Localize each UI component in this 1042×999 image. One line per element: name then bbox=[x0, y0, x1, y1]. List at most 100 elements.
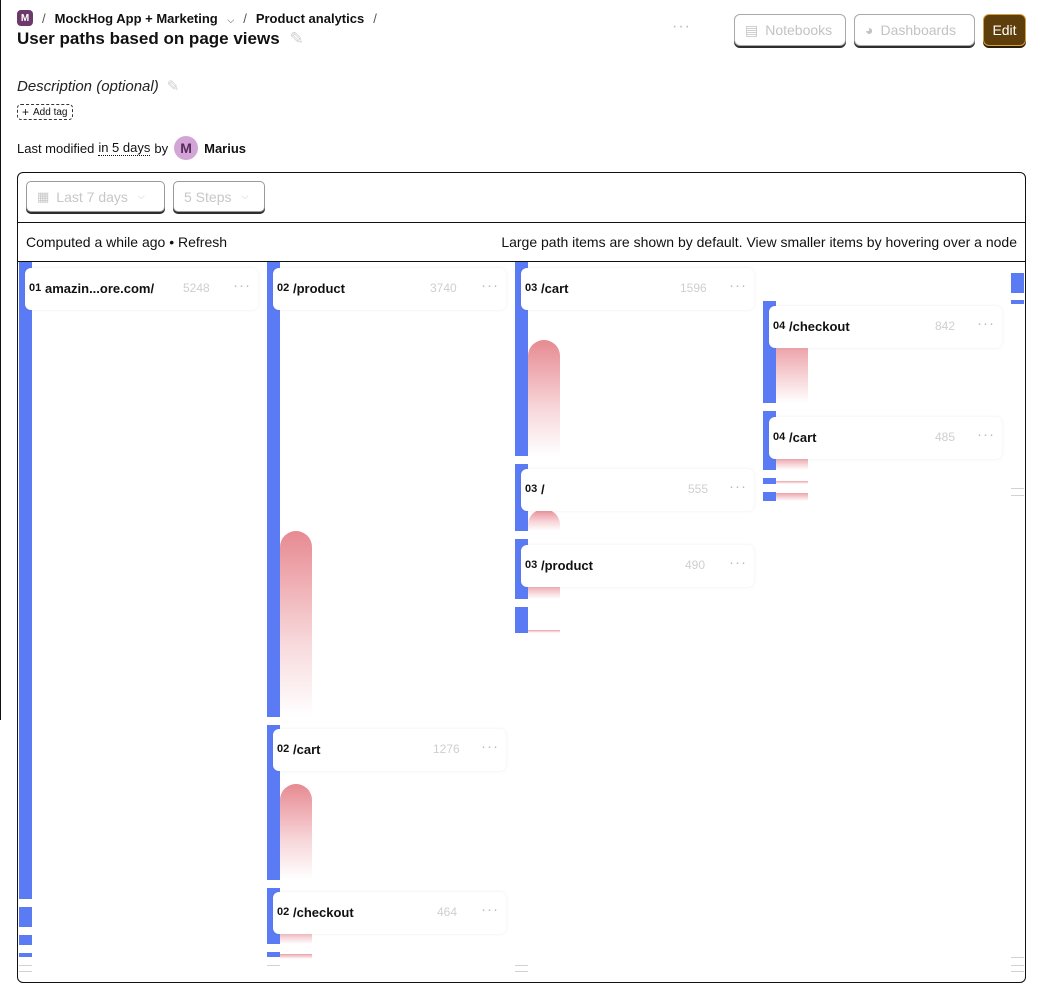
node-step: 02 bbox=[277, 906, 290, 918]
node-step: 02 bbox=[277, 743, 290, 755]
node-count: 464 bbox=[437, 905, 458, 919]
node-bar[interactable] bbox=[267, 952, 280, 957]
chevron-down-icon: ⌵ bbox=[227, 14, 235, 25]
date-range-label: Last 7 days bbox=[56, 188, 128, 205]
node-count: 5248 bbox=[183, 281, 210, 295]
node-more-icon[interactable]: ··· bbox=[977, 426, 995, 443]
chevron-down-icon: ⌵ bbox=[137, 191, 145, 201]
dropoff-flow[interactable] bbox=[776, 458, 808, 470]
node-bar[interactable] bbox=[19, 907, 32, 927]
node-count: 485 bbox=[935, 430, 956, 444]
path-node[interactable]: 04 /checkout 842 ··· bbox=[769, 306, 1002, 348]
node-label: /product bbox=[541, 558, 593, 573]
breadcrumb-separator: / bbox=[243, 10, 247, 26]
node-label: /cart bbox=[541, 281, 569, 296]
node-more-icon[interactable]: ··· bbox=[729, 554, 747, 571]
pencil-icon[interactable]: ✎ bbox=[289, 29, 304, 48]
dropoff-flow[interactable] bbox=[776, 493, 808, 501]
add-tag-button[interactable]: + Add tag bbox=[17, 104, 73, 120]
path-node[interactable]: 02 /cart 1276 ··· bbox=[273, 729, 506, 771]
breadcrumb: M / MockHog App + Marketing ⌵ / Product … bbox=[17, 9, 386, 27]
node-label: / bbox=[541, 482, 545, 497]
node-step: 04 bbox=[773, 431, 786, 443]
dropoff-flow[interactable] bbox=[280, 954, 312, 959]
path-node[interactable]: 04 /cart 485 ··· bbox=[769, 417, 1002, 459]
node-bar[interactable] bbox=[515, 607, 528, 633]
computed-refresh[interactable]: Computed a while ago • Refresh bbox=[26, 234, 228, 250]
dropoff-flow[interactable] bbox=[528, 509, 560, 531]
node-more-icon[interactable]: ··· bbox=[481, 277, 499, 294]
node-bar[interactable] bbox=[1011, 273, 1024, 293]
dropoff-flow[interactable] bbox=[528, 630, 560, 633]
dropoff-flow[interactable] bbox=[280, 784, 312, 880]
node-bar[interactable] bbox=[1011, 300, 1024, 304]
dropoff-flow[interactable] bbox=[776, 347, 808, 403]
node-more-icon[interactable]: ··· bbox=[233, 277, 251, 294]
chevron-down-icon: ⌵ bbox=[241, 191, 249, 201]
plus-icon: + bbox=[22, 105, 30, 119]
node-bar[interactable] bbox=[19, 262, 32, 899]
node-label: /cart bbox=[789, 430, 817, 445]
node-step: 03 bbox=[525, 282, 538, 294]
author-name: Marius bbox=[204, 140, 247, 156]
dropoff-flow[interactable] bbox=[280, 531, 312, 717]
node-more-icon[interactable]: ··· bbox=[977, 315, 995, 332]
description-field[interactable]: Description (optional) bbox=[17, 77, 159, 95]
notebooks-button[interactable]: ▤ Notebooks bbox=[734, 14, 846, 46]
notebooks-button-label: Notebooks bbox=[765, 22, 833, 38]
breadcrumb-project[interactable]: MockHog App + Marketing ⌵ bbox=[55, 11, 235, 26]
dashboards-button[interactable]: ◕ Dashboards bbox=[854, 14, 975, 46]
page-title[interactable]: User paths based on page views bbox=[17, 29, 280, 48]
dropoff-flow[interactable] bbox=[528, 585, 560, 599]
path-node[interactable]: 03 /cart 1596 ··· bbox=[521, 268, 754, 310]
node-count: 1276 bbox=[433, 742, 460, 756]
path-node[interactable]: 03 / 555 ··· bbox=[521, 469, 754, 511]
node-step: 02 bbox=[277, 282, 290, 294]
node-bar[interactable] bbox=[763, 478, 776, 484]
path-node[interactable]: 02 /checkout 464 ··· bbox=[273, 892, 506, 934]
last-modified-time: in 5 days bbox=[98, 140, 151, 156]
last-modified: Last modified in 5 days by M Marius bbox=[17, 136, 246, 160]
node-bar-minor bbox=[1011, 971, 1024, 972]
breadcrumb-section[interactable]: Product analytics bbox=[255, 10, 365, 26]
node-bar[interactable] bbox=[515, 262, 528, 456]
steps-label: 5 Steps bbox=[184, 188, 232, 205]
node-more-icon[interactable]: ··· bbox=[481, 901, 499, 918]
date-range-filter[interactable]: ▦ Last 7 days ⌵ bbox=[26, 181, 165, 212]
dashboards-button-label: Dashboards bbox=[880, 22, 956, 38]
dashboard-icon: ◕ bbox=[865, 22, 874, 38]
path-hint: Large path items are shown by default. V… bbox=[501, 234, 1017, 250]
dropoff-flow[interactable] bbox=[528, 340, 560, 456]
dropoff-flow[interactable] bbox=[776, 481, 808, 484]
more-options-icon[interactable]: ··· bbox=[672, 18, 691, 35]
node-count: 3740 bbox=[430, 281, 457, 295]
node-step: 03 bbox=[525, 483, 538, 495]
node-bar[interactable] bbox=[763, 492, 776, 501]
node-more-icon[interactable]: ··· bbox=[729, 277, 747, 294]
node-bar[interactable] bbox=[267, 262, 280, 717]
node-bar-minor bbox=[19, 971, 32, 972]
node-bar-minor bbox=[267, 965, 280, 966]
node-more-icon[interactable]: ··· bbox=[729, 478, 747, 495]
node-bar-minor bbox=[1011, 957, 1024, 958]
steps-filter[interactable]: 5 Steps ⌵ bbox=[173, 181, 265, 212]
node-label: /checkout bbox=[293, 905, 354, 920]
path-node[interactable]: 01 amazin...ore.com/ 5248 ··· bbox=[25, 268, 258, 310]
node-count: 842 bbox=[935, 319, 956, 333]
node-bar-minor bbox=[515, 965, 528, 966]
node-bar-minor bbox=[1011, 965, 1024, 966]
node-step: 04 bbox=[773, 320, 786, 332]
node-label: /product bbox=[293, 281, 345, 296]
node-label: /cart bbox=[293, 742, 321, 757]
project-badge: M bbox=[17, 10, 33, 26]
path-node[interactable]: 03 /product 490 ··· bbox=[521, 545, 754, 587]
path-node[interactable]: 02 /product 3740 ··· bbox=[273, 268, 506, 310]
node-bar[interactable] bbox=[19, 953, 32, 957]
node-more-icon[interactable]: ··· bbox=[481, 738, 499, 755]
node-step: 01 bbox=[29, 282, 42, 294]
edit-button[interactable]: Edit bbox=[983, 14, 1026, 46]
node-bar-minor bbox=[1011, 488, 1024, 489]
pencil-icon[interactable]: ✎ bbox=[166, 78, 180, 95]
node-bar[interactable] bbox=[19, 935, 32, 945]
node-label: amazin...ore.com/ bbox=[45, 281, 155, 296]
